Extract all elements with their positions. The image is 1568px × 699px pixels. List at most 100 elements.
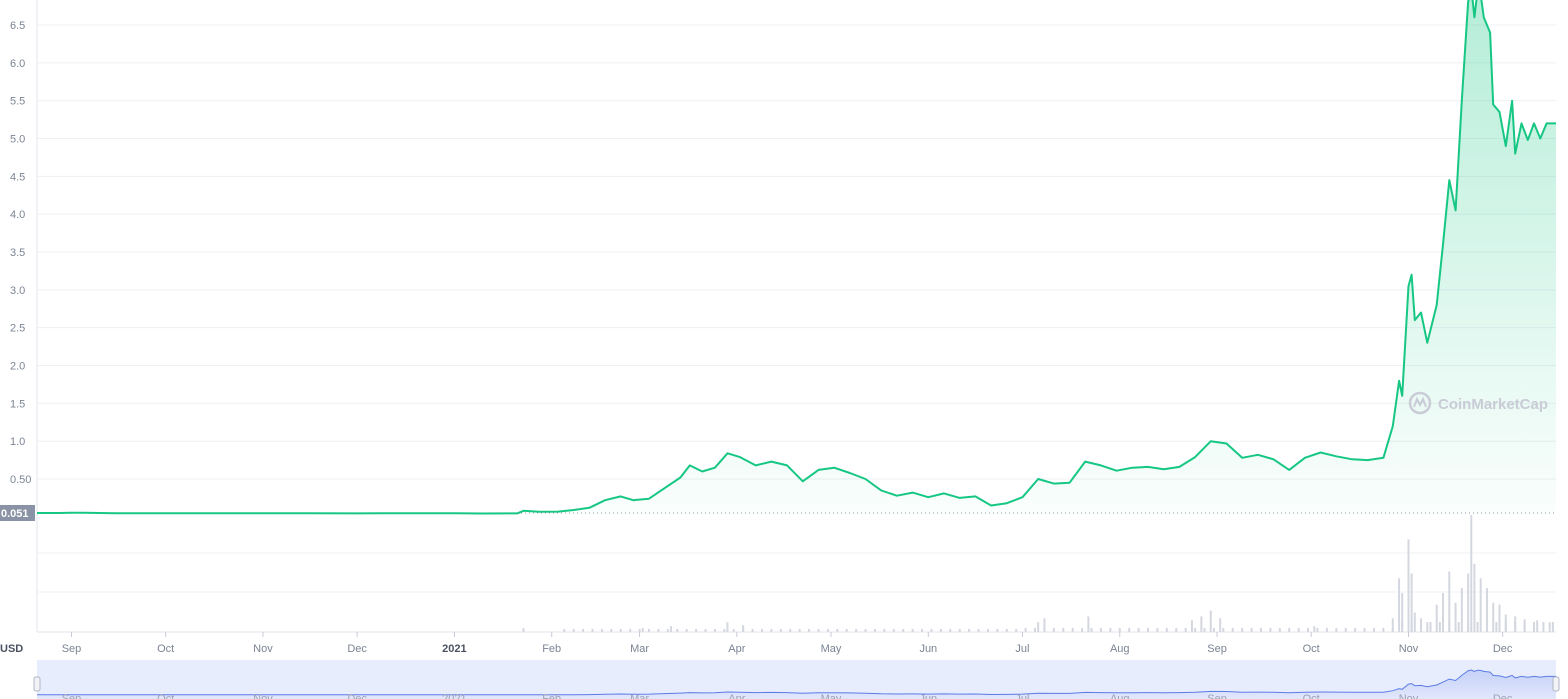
navigator-line <box>37 669 1556 696</box>
volume-bar <box>1420 622 1423 632</box>
volume-bar <box>1410 573 1413 632</box>
navigator-tick-label: Mar <box>630 693 649 699</box>
navigator-tick-label: Oct <box>157 693 174 699</box>
volume-bar <box>1551 622 1554 632</box>
volume-bar <box>669 626 672 632</box>
volume-bar <box>1429 622 1432 632</box>
volume-bar <box>666 629 669 632</box>
volume-bar <box>522 628 525 632</box>
y-tick-label: 1.0 <box>10 436 25 448</box>
volume-bar <box>1156 628 1159 632</box>
volume-bar <box>921 629 924 632</box>
volume-bar <box>1200 616 1203 632</box>
volume-bar <box>1548 622 1551 632</box>
range-navigator[interactable]: Sep Oct Nov Dec 2021 Feb Mar Apr May Jun Jul Aug Sep… <box>33 660 1560 699</box>
volume-bar <box>572 629 575 632</box>
x-tick-label: Feb <box>542 643 561 655</box>
volume-bar <box>892 629 895 632</box>
volume-bar <box>1438 622 1441 632</box>
volume-bar <box>1209 610 1212 632</box>
volume-bar <box>1485 622 1488 632</box>
volume-bar <box>1335 628 1338 632</box>
volume-bar <box>1391 618 1394 632</box>
volume-bar <box>1533 622 1536 632</box>
volume-bar <box>1165 628 1168 632</box>
navigator-tick-label: Aug <box>1110 693 1130 699</box>
volume-bar <box>1037 622 1040 632</box>
chart-extras: CoinMarketCap <box>1408 391 1548 415</box>
navigator-handle-right[interactable] <box>1552 676 1560 692</box>
volume-bar <box>1401 622 1404 632</box>
volume-bar <box>986 629 989 632</box>
volume-bar <box>742 629 745 632</box>
navigator-handle-left[interactable] <box>33 676 41 692</box>
volume-bar <box>958 629 961 632</box>
navigator-tick-label: Sep <box>1207 693 1227 699</box>
volume-bar <box>732 629 735 632</box>
y-tick-label: 3.5 <box>10 247 25 259</box>
volume-bar <box>1212 628 1215 632</box>
x-tick-label: Oct <box>1303 643 1320 655</box>
volume-bar <box>751 629 754 632</box>
currency-label: USD <box>0 643 23 655</box>
volume-bar <box>1099 628 1102 632</box>
volume-bar <box>1250 628 1253 632</box>
volume-bar <box>600 629 603 632</box>
volume-bar <box>1467 573 1470 632</box>
volume-bar <box>1034 628 1037 632</box>
volume-bar <box>1457 622 1460 632</box>
volume-bar <box>1222 628 1225 632</box>
volume-bar <box>713 629 716 632</box>
volume-bar <box>1190 620 1193 632</box>
price-line <box>37 0 1556 515</box>
navigator-tick-label: Nov <box>253 693 273 699</box>
y-tick-label: 3.0 <box>10 285 25 297</box>
volume-bar <box>1354 628 1357 632</box>
volume-bar <box>949 629 952 632</box>
volume-bar <box>1454 602 1457 632</box>
volume-bar <box>1203 628 1206 632</box>
x-tick-label: Sep <box>1207 643 1227 655</box>
volume-bar <box>726 622 729 632</box>
y-tick-label: 6.0 <box>10 58 25 70</box>
volume-bar <box>864 629 867 632</box>
volume-bar <box>676 629 679 632</box>
volume-bar <box>1087 616 1090 632</box>
watermark-text: CoinMarketCap <box>1438 396 1548 413</box>
navigator-tick-label: Sep <box>62 693 82 699</box>
navigator-tick-label: Oct <box>1303 693 1320 699</box>
coinmarketcap-logo-mark <box>1413 396 1427 408</box>
y-tick-label: 0.50 <box>10 474 31 486</box>
volume-bar <box>996 629 999 632</box>
x-tick-label: Jul <box>1015 643 1029 655</box>
y-tick-label: 5.0 <box>10 134 25 146</box>
y-tick-label: 6.5 <box>10 20 25 32</box>
volume-bar <box>1118 628 1121 632</box>
navigator-tick-label: Jul <box>1015 693 1029 699</box>
x-tick-label: Nov <box>253 643 273 655</box>
volume-bar <box>911 629 914 632</box>
volume-bar <box>1473 563 1476 632</box>
volume-bar <box>1307 628 1310 632</box>
x-tick-label: Aug <box>1110 643 1130 655</box>
volume-bar <box>1071 628 1074 632</box>
volume-bar <box>1413 612 1416 632</box>
volume-bar <box>610 629 613 632</box>
volume-bar <box>817 629 820 632</box>
volume-bar <box>1401 593 1404 632</box>
navigator-tick-label: Dec <box>347 693 367 699</box>
volume-bar <box>1426 622 1429 632</box>
volume-bar <box>1495 622 1498 632</box>
volume-bar <box>629 629 632 632</box>
volume-bar <box>930 629 933 632</box>
volume-bar <box>1231 628 1234 632</box>
volume-bar <box>619 629 622 632</box>
volume-bar <box>1015 629 1018 632</box>
volume-bar <box>1313 626 1316 632</box>
volume-bar <box>1043 628 1046 632</box>
volume-bar <box>1448 571 1451 632</box>
volume-bar <box>638 629 641 632</box>
y-axis: 0.50 1.0 1.5 2.0 2.5 3.0 3.5 4.0 4.5 5.0 5.5 6.0 6.5… <box>0 20 35 521</box>
x-tick-label: Jun <box>919 643 937 655</box>
